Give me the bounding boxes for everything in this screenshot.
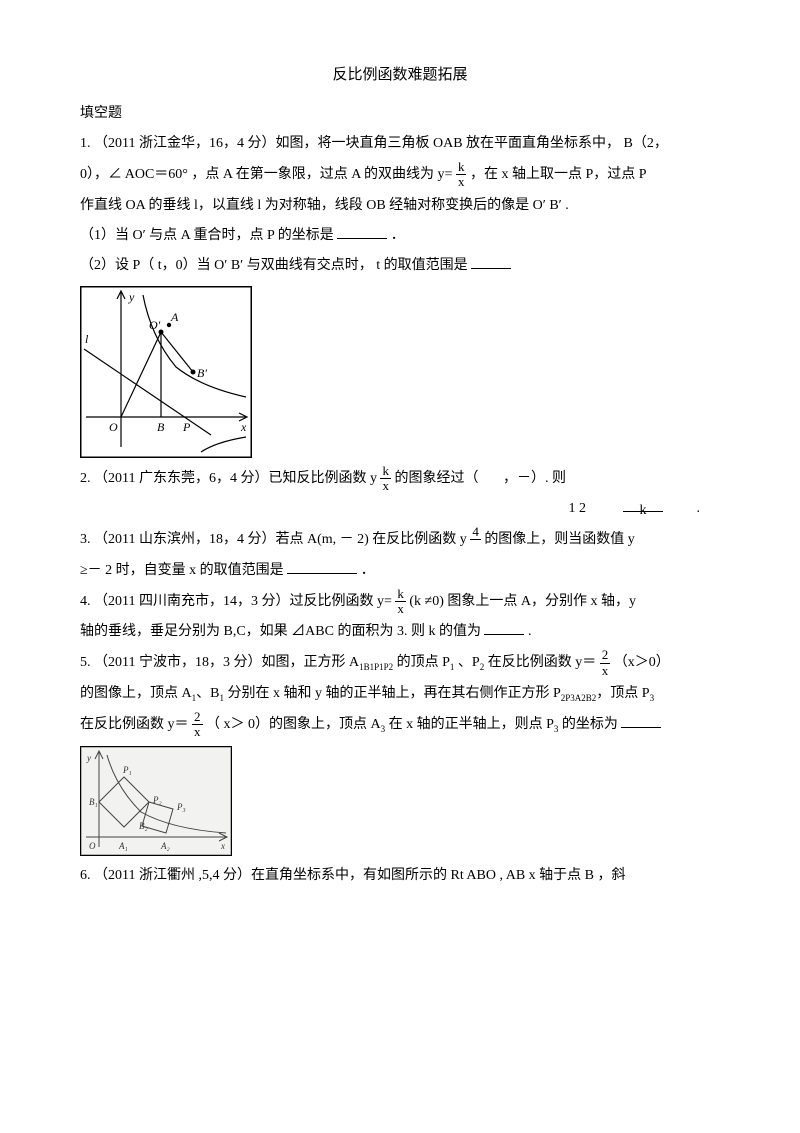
svg-text:O′: O′ [149,318,161,332]
frac-den [470,540,481,554]
q5-l3c: 在 x 轴的正半轴上，则点 P [385,717,554,732]
q3-line2: ≥－ 2 时，自变量 x 的取值范围是 ． [80,557,720,585]
svg-text:B′: B′ [197,366,207,380]
svg-text:P₁: P₁ [122,765,132,775]
q1-sub1-text: （1）当 O′ 与点 A 重合时，点 P 的坐标是 [80,228,337,243]
q1-sub1: （1）当 O′ 与点 A 重合时，点 P 的坐标是 ． [80,222,720,250]
q5-p3: 3 [650,693,655,703]
svg-text:A: A [170,310,179,324]
q1-diagram: y x O B P O′ A B′ l [80,286,252,458]
q4-a: 4. （2011 四川南充市，14，3 分）过反比例函数 y= [80,594,392,609]
q5-e: （x＞0） [614,655,670,670]
svg-text:x: x [240,420,247,434]
q5-a: 5. （2011 宁波市，18，3 分）如图，正方形 A [80,655,359,670]
svg-text:P: P [182,420,191,434]
frac-den: x [192,725,203,739]
q5-l3a: 在反比例函数 y＝ [80,717,189,732]
q1-sub2: （2）设 P（ t，0）当 O′ B′ 与双曲线有交点时， t 的取值范围是 [80,252,720,280]
q5-sq2: 2P3A2B2 [561,693,597,703]
q1-fraction: k x [456,160,467,190]
section-heading: 填空题 [80,100,720,128]
q5-line2: 的图像上，顶点 A1、B1 分别在 x 轴和 y 轴的正半轴上，再在其右侧作正方… [80,680,720,708]
svg-text:B: B [157,420,165,434]
frac-num: k [380,464,391,479]
q2-k: k [640,497,647,525]
svg-text:P₂: P₂ [152,795,162,805]
frac-num: 2 [600,648,611,663]
q3-end: ． [361,563,375,578]
q4-fraction: k x [395,587,406,617]
svg-text:O: O [109,420,118,434]
svg-text:P₃: P₃ [176,802,186,812]
q5-l2b: 、B [196,686,219,701]
svg-text:y: y [86,753,91,763]
frac-num: k [395,587,406,602]
frac-den: x [380,479,391,493]
svg-text:A₁: A₁ [118,841,128,851]
q3-b: 的图像上，则当函数值 y [484,532,635,547]
q5-blank [621,713,661,728]
page-title: 反比例函数难题拓展 [80,60,720,90]
q5-l3d: 的坐标为 [558,717,618,732]
svg-text:B₂: B₂ [139,821,148,831]
q1-line2-b: ，在 x 轴上取一点 P，过点 P [470,167,647,182]
q5-line1: 5. （2011 宁波市，18，3 分）如图，正方形 A1B1P1P2 的顶点 … [80,648,720,678]
q5-l2a: 的图像上，顶点 A [80,686,192,701]
q2-k-blank: k [623,497,663,512]
frac-den: x [600,664,611,678]
q5-sq1: 1B1P1P2 [359,662,393,672]
q1-sub1-blank [337,224,387,239]
q2-line1: 2. （2011 广东东莞，6，4 分）已知反比例函数 y k x 的图象经过（… [80,464,720,494]
q1-line1: 1. （2011 浙江金华，16，4 分）如图，将一块直角三角板 OAB 放在平… [80,130,720,158]
q5-line3: 在反比例函数 y＝ 2 x （ x＞ 0）的图象上，顶点 A3 在 x 轴的正半… [80,710,720,740]
q4-blank [484,620,524,635]
q5-fraction: 2 x [600,648,611,678]
q5-d: 在反比例函数 y＝ [484,655,596,670]
q5-diagram: y x O B₁ P₁ P₂ P₃ A₁ B₂ A₂ [80,746,232,856]
q1-sub2-blank [471,254,511,269]
frac-num: 2 [192,710,203,725]
q1-line2: 0），∠ AOC＝60° ，点 A 在第一象限，过点 A 的双曲线为 y= k … [80,160,720,190]
svg-text:A₂: A₂ [160,841,170,851]
q3-line2-a: ≥－ 2 时，自变量 x 的取值范围是 [80,563,287,578]
svg-text:B₁: B₁ [89,797,98,807]
q2-nums: 1 2 [569,501,587,516]
q6-line1: 6. （2011 浙江衢州 ,5,4 分）在直角坐标系中，有如图所示的 Rt A… [80,862,720,890]
q4-line2: 轴的垂线，垂足分别为 B,C，如果 ⊿ABC 的面积为 3. 则 k 的值为 . [80,618,720,646]
q3-line1: 3. （2011 山东滨州，18，4 分）若点 A(m, － 2) 在反比例函数… [80,525,720,555]
q1-sub2-text: （2）设 P（ t，0）当 O′ B′ 与双曲线有交点时， t 的取值范围是 [80,258,471,273]
q1-sub1-end: ． [391,228,405,243]
q3-blank [287,559,357,574]
q1-line3: 作直线 OA 的垂线 l，以直线 l 为对称轴，线段 OB 经轴对称变换后的像是… [80,192,720,220]
q5-l2c: 分别在 x 轴和 y 轴的正半轴上，再在其右侧作正方形 P [224,686,561,701]
q2-mid: 的图象经过（ ，－）. 则 [394,471,566,486]
q2-fraction: k x [380,464,391,494]
q2-tail: 1 2 k . [80,495,720,523]
q5-b: 的顶点 P [393,655,450,670]
q3-a: 3. （2011 山东滨州，18，4 分）若点 A(m, － 2) 在反比例函数… [80,532,470,547]
svg-text:x: x [220,841,225,851]
q2-a: 2. （2011 广东东莞，6，4 分）已知反比例函数 y [80,471,380,486]
svg-text:O: O [89,841,96,851]
frac-num: 4 [470,525,481,540]
svg-text:y: y [128,290,135,304]
q3-fraction: 4 [470,525,481,555]
q5-fraction2: 2 x [192,710,203,740]
q4-line2-a: 轴的垂线，垂足分别为 B,C，如果 ⊿ABC 的面积为 3. 则 k 的值为 [80,624,484,639]
frac-den: x [456,175,467,189]
q4-line1: 4. （2011 四川南充市，14，3 分）过反比例函数 y= k x (k ≠… [80,587,720,617]
frac-den: x [395,602,406,616]
frac-num: k [456,160,467,175]
q4-end: . [528,624,532,639]
q4-b: (k ≠0) 图象上一点 A，分别作 x 轴，y [409,594,636,609]
q5-c: 、P [454,655,479,670]
q1-line2-a: 0），∠ AOC＝60° ，点 A 在第一象限，过点 A 的双曲线为 y= [80,167,452,182]
q5-l2d: ，顶点 P [596,686,649,701]
q5-l3b: （ x＞ 0）的图象上，顶点 A [206,717,381,732]
